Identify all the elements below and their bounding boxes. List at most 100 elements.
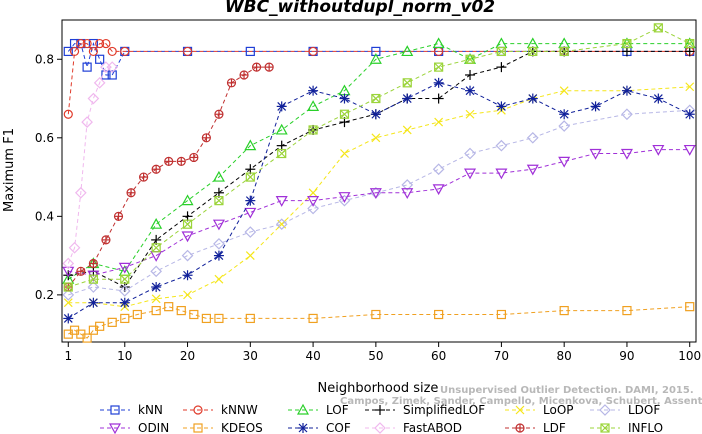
series-cof: [63, 77, 695, 324]
series-cof-point-8-stroke: [308, 86, 318, 96]
series-knn-point-3-shape: [82, 62, 92, 72]
series-inflo-point-7-shape: [277, 148, 287, 159]
legend-item-odin-marker: [108, 423, 122, 434]
legend-item-ldf-marker: [515, 423, 525, 433]
series-ldof-point-2-shape: [118, 285, 131, 297]
series-cof-point-12-stroke: [434, 78, 444, 88]
series-ldof-point-17-shape: [621, 108, 633, 121]
series-odin-point-19-shape: [652, 144, 665, 156]
series-ldf-point-9: [176, 156, 186, 166]
series-loop-point-4-stroke: [183, 290, 192, 300]
series-inflo-point-12: [434, 62, 444, 72]
series-inflo-point-17-shape: [622, 38, 632, 49]
series-odin-point-7-shape: [275, 196, 288, 207]
series-inflo-point-6-stroke: [245, 172, 255, 182]
series-cof-point-13-stroke: [465, 86, 475, 96]
series-ldf-point-1: [76, 266, 86, 276]
legend-item-lof-marker-shape: [296, 403, 310, 415]
series-ldof-point-9-shape: [338, 194, 351, 207]
series-lof-point-8: [307, 100, 320, 111]
series-lof-point-7-shape: [275, 123, 288, 135]
x-tick-label-10: 10: [117, 349, 132, 363]
legend: kNN kNNW LOF SimplifiedLOF LoOP LDOF ODIN KDEOS…: [100, 403, 663, 434]
series-kdeos-line: [68, 306, 690, 339]
series-inflo-point-8-stroke: [308, 125, 318, 135]
series-cof-point-11: [402, 93, 413, 104]
series-ldof-point-8: [307, 202, 319, 215]
legend-item-knnw-marker-shape: [193, 405, 203, 415]
series-inflo-point-2-shape: [120, 274, 130, 284]
series-kdeos-point-11-shape: [176, 305, 186, 316]
series-kdeos-point-9: [151, 305, 161, 316]
series-kdeos-point-15-shape: [245, 313, 255, 324]
series-lof-point-5: [212, 170, 225, 182]
series-kdeos-point-12: [189, 309, 199, 320]
series-loop-point-0-stroke: [63, 298, 73, 308]
series-inflo-point-2-stroke: [120, 274, 130, 284]
legend-item-inflo-label: INFLO: [628, 421, 663, 434]
series-inflo-point-5-shape: [214, 196, 224, 206]
series-odin-point-18: [620, 148, 633, 160]
series-knn-point-5: [95, 54, 105, 64]
legend-item-odin-marker-shape: [108, 423, 122, 434]
series-knnw-point-0-shape: [63, 109, 73, 119]
x-tick-label-60: 60: [431, 349, 446, 363]
series-kdeos-point-9-shape: [151, 305, 161, 316]
legend-item-cof: COF: [288, 421, 351, 434]
series-inflo-point-14: [496, 46, 507, 57]
series-cof-point-16-stroke: [559, 109, 569, 119]
series-odin-line: [68, 149, 690, 276]
series-odin-point-0: [62, 266, 75, 278]
series-inflo-point-1: [88, 274, 98, 284]
series-cof-point-0: [63, 313, 74, 324]
series-lof-point-16: [558, 37, 571, 49]
series-cof-point-1-stroke: [88, 298, 98, 308]
series-ldof-point-13-shape: [464, 147, 476, 160]
series-ldof-point-17: [621, 108, 633, 121]
series-fastabod-point-7: [106, 61, 119, 73]
series-cof-point-15-stroke: [528, 94, 538, 103]
series-ldf-point-4: [113, 211, 124, 221]
series-loop-point-18: [685, 82, 695, 92]
series-odin-point-16: [558, 156, 571, 168]
y-tick-label-0.2: 0.2: [35, 288, 54, 302]
series-kdeos-point-20: [559, 305, 569, 316]
series-cof-point-15: [527, 93, 538, 104]
series-odin-point-17-shape: [589, 148, 602, 160]
series-ldof-point-13: [464, 147, 476, 160]
series-lof-point-4-shape: [181, 194, 194, 206]
series-cof-point-3-stroke: [151, 282, 161, 292]
series-cof-point-6: [245, 195, 256, 206]
series-ldof-point-3-shape: [150, 265, 163, 278]
series-inflo-point-4-stroke: [183, 219, 192, 229]
series-odin-point-4-shape: [181, 231, 194, 243]
series-cof-point-16: [559, 109, 570, 120]
series-inflo-point-8-shape: [308, 125, 318, 135]
series-ldof-point-0: [62, 289, 75, 301]
series-cof-point-19: [653, 93, 664, 104]
series-odin-point-11-shape: [401, 188, 414, 200]
series-inflo-point-0-shape: [63, 282, 73, 292]
x-tick-label-50: 50: [368, 349, 383, 363]
series-lof-point-12: [432, 37, 445, 49]
series-ldof-point-6: [244, 226, 257, 238]
series-ldf-point-11: [201, 133, 211, 143]
series-inflo-point-17-stroke: [622, 39, 632, 48]
series-kdeos-point-8: [132, 309, 142, 320]
series-lof-point-8-shape: [307, 100, 320, 111]
series-knnw-point-7: [107, 46, 117, 57]
series-kdeos-point-17: [371, 309, 381, 320]
series-odin-point-13-shape: [464, 168, 477, 180]
series-fastabod-point-1-shape: [68, 241, 81, 254]
series-cof-point-5: [213, 250, 224, 261]
series-ldf-point-8: [164, 156, 174, 166]
series-knnw-point-6: [101, 38, 111, 49]
legend-item-kdeos-label: KDEOS: [221, 421, 263, 434]
series-knnw-point-10: [308, 46, 318, 57]
series-odin-point-5-shape: [212, 219, 225, 231]
series-cof-point-20-stroke: [685, 109, 695, 119]
legend-item-fastabod: FastABOD: [365, 421, 462, 434]
y-tick-label-0.8: 0.8: [35, 52, 54, 66]
series-loop-point-12: [434, 117, 444, 127]
x-tick-label-100: 100: [678, 349, 701, 363]
